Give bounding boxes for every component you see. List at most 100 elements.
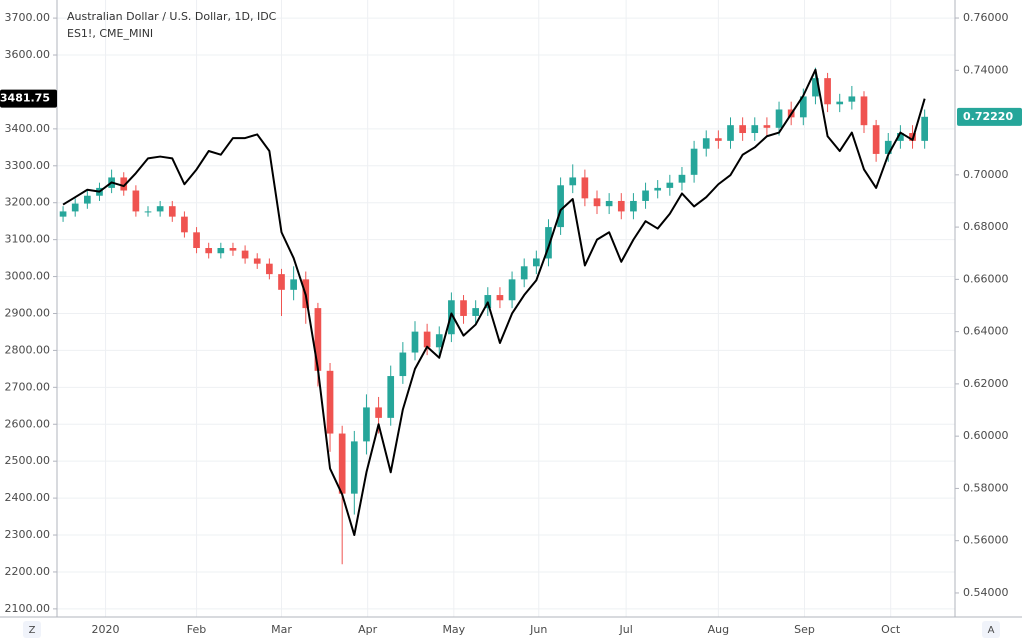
x-tick-label: Oct xyxy=(881,623,901,636)
candle-body xyxy=(921,116,928,141)
price-marker xyxy=(957,107,1022,126)
candle-body xyxy=(775,109,783,128)
y2-tick-label: 0.54000 xyxy=(963,586,1009,599)
y2-tick-label: 0.56000 xyxy=(963,534,1009,547)
candle-body xyxy=(144,211,152,213)
y-tick-label: 2100.00 xyxy=(5,602,51,615)
y-tick-label: 2500.00 xyxy=(5,454,51,467)
candle-body xyxy=(739,125,746,134)
candle-body xyxy=(156,206,164,212)
candle-body xyxy=(399,352,407,377)
candle-body xyxy=(278,274,285,290)
y2-tick-label: 0.62000 xyxy=(963,377,1009,390)
y-tick-label: 2700.00 xyxy=(5,380,51,393)
scale-button[interactable] xyxy=(982,621,1000,638)
candle-body xyxy=(617,200,625,212)
candle-body xyxy=(581,177,589,199)
y-tick-label: 3200.00 xyxy=(5,196,51,209)
y2-tick-label: 0.64000 xyxy=(963,325,1009,338)
y-tick-label: 2300.00 xyxy=(5,528,51,541)
candle-body xyxy=(860,96,868,126)
y-tick-label: 3000.00 xyxy=(5,270,51,283)
price-marker-label: 0.72220 xyxy=(963,110,1013,123)
candle-body xyxy=(266,263,273,275)
y2-tick-label: 0.58000 xyxy=(963,481,1009,494)
candle-body xyxy=(545,227,552,259)
candle-body xyxy=(569,177,577,186)
y-tick-label: 2800.00 xyxy=(5,343,51,356)
x-tick-label: Aug xyxy=(708,623,729,636)
y-tick-label: 3400.00 xyxy=(5,122,51,135)
candle-body xyxy=(314,308,322,371)
candle-body xyxy=(666,182,674,188)
candle-body xyxy=(897,133,904,141)
candle-body xyxy=(472,308,479,316)
candle-body xyxy=(605,200,613,207)
candle-body xyxy=(290,279,297,290)
candle-body xyxy=(848,96,856,102)
candle-body xyxy=(205,248,213,254)
x-tick-label: Jul xyxy=(618,623,632,636)
candle-body xyxy=(727,125,734,141)
y2-tick-label: 0.70000 xyxy=(963,168,1009,181)
candle-body xyxy=(326,370,334,434)
x-tick-label: Apr xyxy=(358,623,378,636)
x-tick-label: Mar xyxy=(271,623,292,636)
y-tick-label: 3100.00 xyxy=(5,233,51,246)
candle-body xyxy=(120,177,128,191)
scale-button-label[interactable]: A xyxy=(988,625,995,636)
y2-tick-label: 0.68000 xyxy=(963,220,1009,233)
candle-body xyxy=(508,279,516,301)
candle-body xyxy=(460,300,467,316)
candle-body xyxy=(132,190,140,212)
x-tick-label: 2020 xyxy=(92,623,120,636)
y-tick-label: 3300.00 xyxy=(5,159,51,172)
candle-body xyxy=(884,140,892,154)
candle-body xyxy=(557,185,564,228)
candle-body xyxy=(593,198,601,207)
candle-body xyxy=(435,334,443,348)
candle-body xyxy=(642,190,649,201)
candle-body xyxy=(193,232,200,249)
candle-body xyxy=(71,203,79,212)
candle-body xyxy=(411,331,419,353)
y2-tick-label: 0.60000 xyxy=(963,429,1009,442)
legend-entry: Australian Dollar / U.S. Dollar, 1D, IDC xyxy=(67,10,277,23)
candle-body xyxy=(763,125,771,128)
y-tick-label: 3700.00 xyxy=(5,11,51,24)
candle-body xyxy=(181,216,188,233)
scale-button-label[interactable]: Z xyxy=(29,625,36,636)
candle-body xyxy=(520,266,528,280)
candle-body xyxy=(533,258,540,267)
candle-body xyxy=(872,125,880,154)
candle-body xyxy=(715,138,722,141)
y-tick-label: 2900.00 xyxy=(5,306,51,319)
candle-body xyxy=(836,101,844,105)
y-tick-label: 2400.00 xyxy=(5,491,51,504)
y2-tick-label: 0.66000 xyxy=(963,272,1009,285)
candle-body xyxy=(59,211,67,217)
candle-body xyxy=(168,206,176,217)
candle-body xyxy=(363,407,370,442)
candle-body xyxy=(751,125,759,134)
x-tick-label: Jun xyxy=(529,623,547,636)
candle-body xyxy=(654,187,662,191)
candle-body xyxy=(630,200,637,212)
candle-body xyxy=(812,78,819,97)
x-tick-label: Feb xyxy=(187,623,206,636)
candle-body xyxy=(423,331,431,348)
candle-body xyxy=(824,78,831,105)
x-tick-label: May xyxy=(442,623,465,636)
legend-entry: ES1!, CME_MINI xyxy=(67,27,153,40)
candle-body xyxy=(241,250,249,259)
candle-body xyxy=(799,96,807,118)
x-tick-label: Sep xyxy=(794,623,815,636)
candle-body xyxy=(338,433,346,494)
candle-body xyxy=(350,441,358,494)
candle-body xyxy=(690,148,698,175)
candle-body xyxy=(229,248,237,251)
candle-body xyxy=(387,376,395,418)
scale-button[interactable] xyxy=(23,621,41,638)
candle-body xyxy=(375,407,382,418)
